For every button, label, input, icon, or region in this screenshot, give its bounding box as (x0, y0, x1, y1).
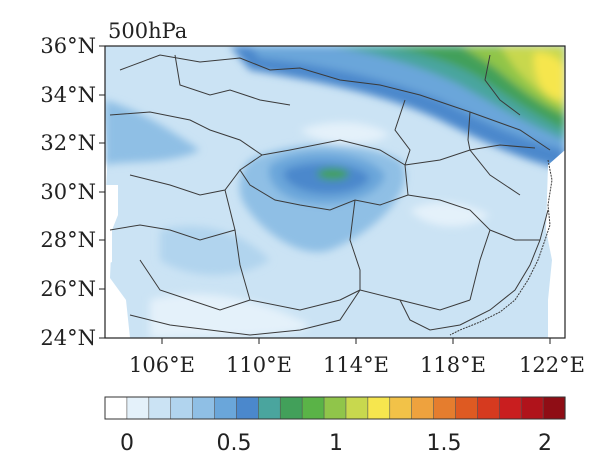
colorbar-frame (104, 396, 566, 420)
lon-label-118: 118°E (420, 353, 486, 377)
field-north-yellow (533, 52, 565, 100)
lat-label-28: 28°N (40, 228, 96, 252)
boundary-central (239, 139, 409, 211)
lon-label-106: 106°E (129, 353, 195, 377)
lon-axis: 106°E 110°E 114°E 118°E 122°E (129, 338, 585, 377)
lat-label-34: 34°N (40, 83, 96, 107)
field-light-southeast (410, 202, 490, 227)
colorbar-label-0: 0 (120, 431, 134, 456)
lat-label-26: 26°N (40, 277, 96, 301)
boundary-west1 (109, 111, 263, 156)
contour-field (105, 46, 565, 338)
boundary-mid4 (407, 194, 491, 301)
colorbar-cell-11 (345, 396, 369, 420)
colorbar-cell-19 (520, 396, 544, 420)
colorbar-cell-0 (104, 396, 128, 420)
lon-label-122: 122°E (519, 353, 585, 377)
colorbar-cell-2 (148, 396, 172, 420)
map-title: 500hPa (108, 19, 187, 43)
lon-label-110: 110°E (226, 353, 292, 377)
colorbar-cell-6 (236, 396, 259, 420)
colorbar-cell-9 (301, 396, 325, 420)
colorbar-cell-5 (214, 396, 238, 420)
colorbar-cell-20 (542, 396, 566, 420)
colorbar-cell-1 (126, 396, 150, 420)
colorbar-label-2: 2 (538, 431, 552, 456)
colorbar-label-0.5: 0.5 (217, 431, 252, 456)
field-light-east (300, 122, 390, 145)
colorbar: 0 0.5 1 1.5 2 (104, 396, 566, 456)
boundary-mid1 (129, 169, 241, 196)
lat-label-30: 30°N (40, 180, 96, 204)
lat-label-24: 24°N (40, 326, 96, 350)
field-blank-east (546, 150, 565, 338)
boundary-ne2 (394, 99, 411, 166)
colorbar-cell-18 (498, 396, 522, 420)
colorbar-cell-14 (411, 396, 435, 420)
colorbar-cell-16 (455, 396, 478, 420)
lat-axis: 36°N 34°N 32°N 30°N 28°N 26°N 24°N (40, 34, 105, 350)
boundary-north (119, 54, 551, 151)
field-mid-south (160, 226, 270, 275)
boundary-north2 (174, 54, 291, 106)
colorbar-cell-8 (279, 396, 303, 420)
boundary-ne4 (484, 54, 521, 116)
boundary-sw2 (139, 259, 251, 311)
boundary-sw3 (129, 289, 361, 336)
map-panel (104, 45, 566, 339)
field-green-spot (317, 168, 349, 180)
lat-label-32: 32°N (40, 131, 96, 155)
colorbar-cell-7 (258, 396, 281, 420)
boundary-se1 (399, 209, 549, 331)
colorbar-cell-3 (170, 396, 194, 420)
colorbar-cell-17 (477, 396, 500, 420)
colorbar-cell-4 (192, 396, 216, 420)
colorbar-cell-12 (367, 396, 391, 420)
colorbar-cell-15 (433, 396, 457, 420)
boundary-ne3 (467, 111, 521, 196)
boundary-se2 (489, 229, 540, 241)
field-blank-west (105, 185, 118, 265)
boundary-lines (109, 54, 553, 336)
colorbar-cell-10 (323, 396, 347, 420)
lat-label-36: 36°N (40, 34, 96, 58)
colorbar-cells (104, 396, 566, 420)
colorbar-cell-13 (389, 396, 413, 420)
colorbar-label-1.5: 1.5 (427, 431, 462, 456)
field-mid-west (105, 100, 200, 165)
lon-label-114: 114°E (323, 353, 389, 377)
boundary-sw1 (109, 224, 236, 241)
colorbar-label-1: 1 (329, 431, 343, 456)
